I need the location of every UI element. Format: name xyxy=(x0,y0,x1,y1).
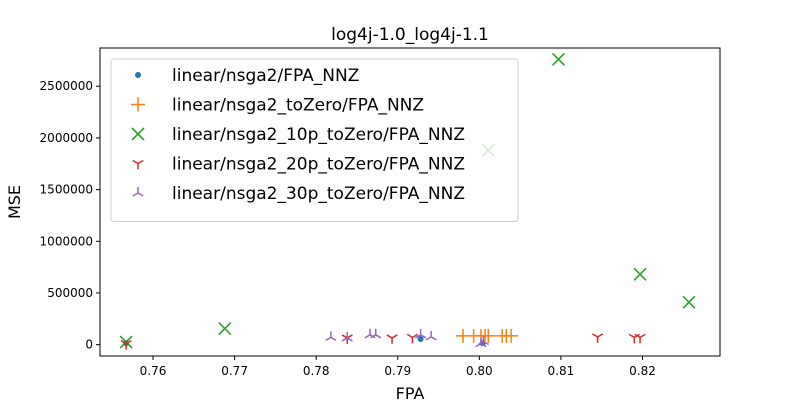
data-point-1-7 xyxy=(504,328,519,343)
data-point-4-7 xyxy=(477,335,490,346)
data-point-3-1 xyxy=(341,334,353,344)
legend-entry: linear/nsga2_10p_toZero/FPA_NNZ xyxy=(131,125,465,145)
x-axis-label: FPA xyxy=(396,384,425,400)
legend-marker xyxy=(131,127,145,141)
data-point-2-0 xyxy=(119,335,133,349)
data-point-3-6 xyxy=(634,333,646,344)
x-tick-label: 0.80 xyxy=(466,364,493,378)
data-point-2-3 xyxy=(551,52,566,66)
data-point-3-0 xyxy=(120,339,132,350)
legend: linear/nsga2/FPA_NNZ linear/nsga2_toZero/… xyxy=(110,58,519,222)
data-marks xyxy=(119,52,696,350)
data-point-2-5 xyxy=(682,295,696,309)
legend-entry: linear/nsga2_30p_toZero/FPA_NNZ xyxy=(132,184,465,204)
data-point-0-1 xyxy=(417,335,424,342)
x-tick-label: 0.81 xyxy=(548,364,575,378)
legend-label: linear/nsga2/FPA_NNZ xyxy=(172,66,359,86)
data-point-4-5 xyxy=(425,330,437,341)
chart-title: log4j-1.0_log4j-1.1 xyxy=(331,25,489,45)
data-point-2-4 xyxy=(633,267,647,281)
x-tick-label: 0.78 xyxy=(303,364,330,378)
legend-marker xyxy=(132,187,144,197)
data-point-3-4 xyxy=(592,333,604,343)
x-tick-label: 0.77 xyxy=(221,364,248,378)
x-tick-label: 0.82 xyxy=(629,364,656,378)
legend-label: linear/nsga2_30p_toZero/FPA_NNZ xyxy=(172,184,465,204)
x-axis-ticks: 0.76 0.77 0.78 0.79 0.80 0.81 0.82 xyxy=(140,356,656,378)
data-point-4-0 xyxy=(325,331,337,342)
data-point-4-1 xyxy=(341,331,353,342)
y-tick-label: 1000000 xyxy=(40,234,93,248)
legend-label: linear/nsga2_20p_toZero/FPA_NNZ xyxy=(172,155,465,175)
data-point-4-3 xyxy=(370,328,382,339)
x-tick-label: 0.76 xyxy=(140,364,167,378)
x-tick-label: 0.79 xyxy=(384,364,411,378)
series-4 xyxy=(325,328,490,348)
series-3 xyxy=(120,333,646,350)
legend-entry: linear/nsga2/FPA_NNZ xyxy=(135,66,359,86)
series-1 xyxy=(456,328,519,343)
legend-marker xyxy=(135,72,141,78)
y-axis-ticks: 0 500000 1000000 1500000 2000000 2500000 xyxy=(40,79,100,352)
legend-marker xyxy=(132,159,144,170)
legend-entry: linear/nsga2_toZero/FPA_NNZ xyxy=(131,96,424,116)
y-tick-label: 0 xyxy=(85,338,93,352)
y-tick-label: 2500000 xyxy=(40,79,93,93)
data-point-3-3 xyxy=(406,333,419,344)
legend-box xyxy=(110,58,519,222)
data-point-3-2 xyxy=(386,334,398,344)
legend-label: linear/nsga2_10p_toZero/FPA_NNZ xyxy=(172,125,465,145)
legend-label: linear/nsga2_toZero/FPA_NNZ xyxy=(172,96,424,116)
data-point-4-4 xyxy=(415,328,427,339)
plot-frame xyxy=(99,47,721,357)
y-tick-label: 1500000 xyxy=(40,183,93,197)
y-tick-label: 2000000 xyxy=(40,131,93,145)
legend-entry: linear/nsga2_20p_toZero/FPA_NNZ xyxy=(132,155,465,175)
data-point-2-1 xyxy=(218,322,232,336)
legend-marker xyxy=(131,97,145,112)
y-tick-label: 500000 xyxy=(47,286,93,300)
y-axis-label: MSE xyxy=(5,185,24,219)
